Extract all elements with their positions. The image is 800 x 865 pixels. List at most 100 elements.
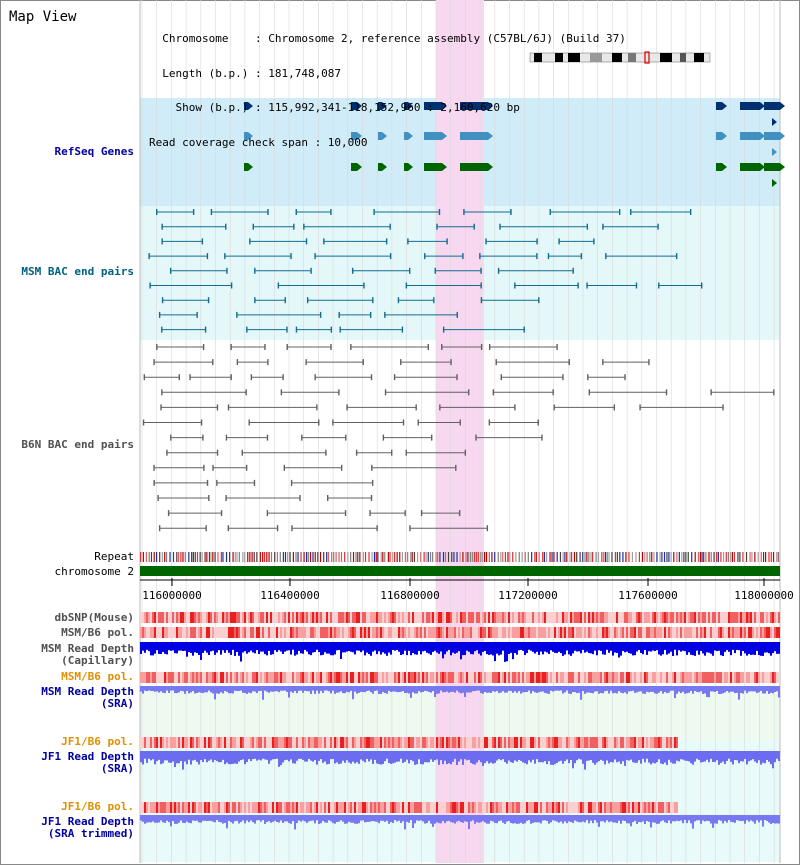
heat-cell (590, 802, 592, 813)
read-depth-bar (286, 815, 288, 822)
read-depth-bar (620, 815, 622, 824)
refseq-genes-track[interactable] (244, 102, 785, 187)
heat-cell (662, 672, 664, 683)
read-depth-bar (692, 815, 694, 829)
repeat-element (172, 552, 175, 562)
heat-cell (444, 737, 446, 748)
read-depth-tracks[interactable] (140, 642, 780, 830)
read-depth-bar (210, 642, 212, 652)
jf1-b6-pol-label-2[interactable]: JF1/B6 pol. (61, 800, 134, 813)
read-depth-bar (568, 642, 570, 655)
repeat-track[interactable] (140, 552, 780, 562)
heat-cell (350, 802, 352, 813)
read-depth-bar (178, 686, 180, 693)
heat-cell (612, 627, 614, 638)
read-depth-bar (316, 751, 318, 765)
heat-cell (508, 627, 510, 638)
heat-cell (556, 627, 558, 638)
repeat-element (579, 552, 581, 562)
jf1-read-depth-sra-label[interactable]: JF1 Read Depth (SRA) (41, 750, 134, 775)
heat-cell (312, 627, 314, 638)
read-depth-bar (690, 751, 692, 764)
jf1-b6-pol-label-1[interactable]: JF1/B6 pol. (61, 735, 134, 748)
heat-cell (204, 612, 206, 623)
heat-cell (444, 672, 446, 683)
read-depth-bar (368, 686, 370, 691)
msm-bac-pairs-track[interactable] (148, 209, 703, 333)
heat-cell (360, 672, 362, 683)
read-depth-bar (686, 815, 688, 824)
heat-cell (150, 612, 152, 623)
heat-cell (454, 612, 456, 623)
read-depth-bar (442, 751, 444, 765)
read-depth-bar (508, 751, 510, 761)
heat-cell (484, 737, 486, 748)
heat-cell (502, 612, 504, 623)
heat-cell (354, 737, 356, 748)
read-depth-bar (582, 686, 584, 692)
msm-bac-label[interactable]: MSM BAC end pairs (21, 265, 134, 278)
heat-cell (428, 612, 430, 623)
read-depth-bar (648, 751, 650, 763)
read-depth-bar (384, 642, 386, 654)
heat-cell (232, 612, 234, 623)
heat-cell (250, 612, 252, 623)
msm-b6-pol-label-2[interactable]: MSM/B6 pol. (61, 670, 134, 683)
heat-cell (226, 672, 228, 683)
heat-cell (614, 737, 616, 748)
heat-cell (234, 672, 236, 683)
heat-cell (612, 612, 614, 623)
repeat-label[interactable]: Repeat (94, 550, 134, 563)
heat-cell (750, 612, 752, 623)
heat-cell (560, 612, 562, 623)
heat-cell (396, 612, 398, 623)
read-depth-bar (524, 815, 526, 824)
heat-cell (160, 612, 162, 623)
read-depth-bar (312, 642, 314, 653)
heat-cell (624, 672, 626, 683)
heat-cell (192, 737, 194, 748)
msm-read-depth-sra-label[interactable]: MSM Read Depth (SRA) (41, 685, 134, 710)
heat-cell (526, 672, 528, 683)
repeat-element (716, 552, 718, 562)
chromosome-ideogram[interactable] (529, 51, 711, 64)
heat-cell (350, 612, 352, 623)
heat-cell (680, 612, 682, 623)
heat-cell (286, 627, 288, 638)
read-depth-bar (618, 815, 620, 821)
read-depth-bar (680, 642, 682, 652)
msm-read-depth-capillary-label[interactable]: MSM Read Depth (Capillary) (41, 642, 134, 667)
heat-cell (686, 612, 688, 623)
heat-cell (682, 612, 684, 623)
read-depth-bar (742, 815, 744, 821)
heat-cell (662, 737, 664, 748)
b6n-bac-pairs-track[interactable] (142, 344, 775, 532)
heat-cell (410, 627, 412, 638)
heat-cell (378, 627, 380, 638)
heat-cell (640, 627, 642, 638)
heat-cell (146, 737, 148, 748)
heat-cell (370, 672, 372, 683)
heat-cell (530, 627, 532, 638)
read-depth-bar (274, 642, 276, 651)
read-depth-bar (606, 815, 608, 821)
b6n-bac-label[interactable]: B6N BAC end pairs (21, 438, 134, 451)
heat-cell (442, 737, 444, 748)
heat-cell (174, 612, 176, 623)
highlight-region[interactable] (436, 0, 484, 863)
repeat-element (259, 552, 261, 562)
heat-cell (364, 737, 366, 748)
read-depth-bar (658, 751, 660, 760)
read-depth-bar (288, 642, 290, 651)
jf1-read-depth-trimmed-label[interactable]: JF1 Read Depth (SRA trimmed) (41, 815, 134, 840)
polymorphism-heat-tracks[interactable] (140, 612, 780, 813)
msm-b6-pol-label-1[interactable]: MSM/B6 pol. (61, 626, 134, 639)
read-depth-bar (722, 642, 724, 656)
read-depth-bar (662, 686, 664, 694)
heat-cell (374, 627, 376, 638)
read-depth-bar (332, 751, 334, 759)
read-depth-bar (462, 642, 464, 656)
heat-cell (700, 672, 702, 683)
refseq-genes-label[interactable]: RefSeq Genes (54, 145, 134, 158)
dbsnp-label[interactable]: dbSNP(Mouse) (54, 611, 134, 624)
